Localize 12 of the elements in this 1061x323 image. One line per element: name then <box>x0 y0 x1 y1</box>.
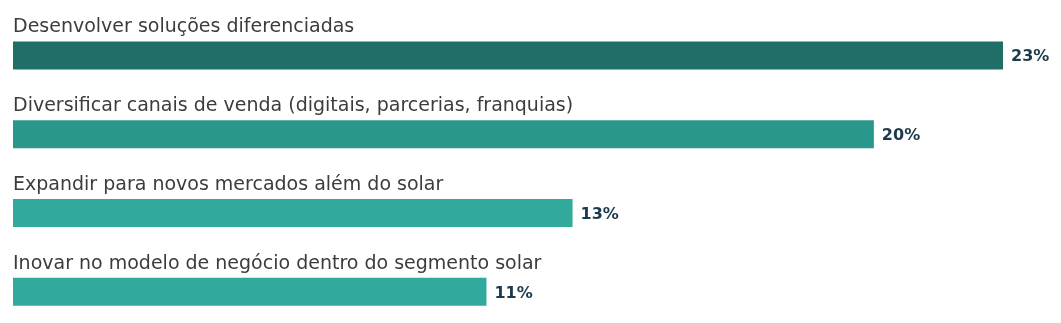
data-label: 13% <box>580 203 619 223</box>
data-label: 20% <box>881 125 921 145</box>
y-tick-label: Inovar no modelo de negócio dentro do segmento solar <box>13 250 542 273</box>
bar <box>13 277 487 306</box>
bar <box>13 41 1003 70</box>
y-tick-label: Diversificar canais de venda (digitais, parcerias, franquias) <box>13 93 574 116</box>
y-tick-label: Desenvolver soluções diferenciadas <box>13 14 355 37</box>
data-label: 11% <box>494 282 533 302</box>
data-label: 23% <box>1011 46 1050 66</box>
bar <box>13 198 573 227</box>
y-tick-label: Expandir para novos mercados além do solar <box>13 171 444 194</box>
bar <box>13 120 874 149</box>
